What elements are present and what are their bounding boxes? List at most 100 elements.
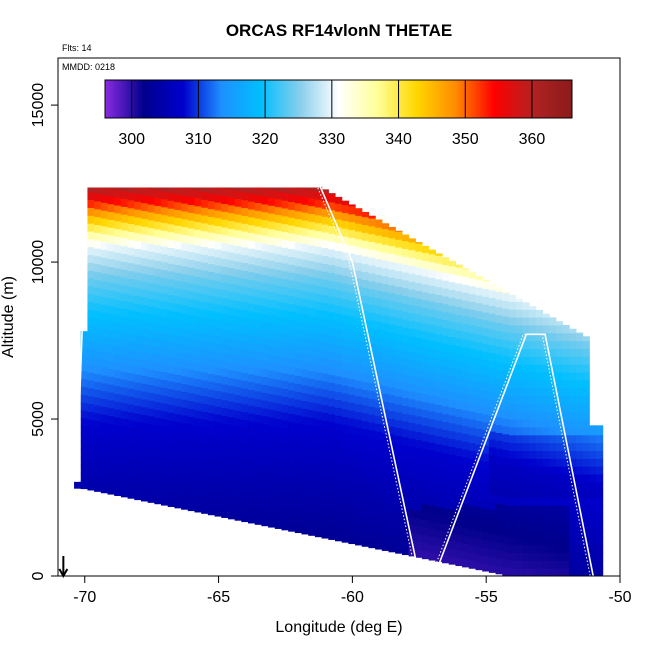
field-cell: [462, 292, 470, 301]
field-cell: [308, 362, 316, 371]
field-cell: [248, 358, 256, 367]
field-cell: [248, 318, 256, 328]
field-cell: [562, 387, 570, 397]
field-cell: [234, 237, 242, 246]
field-cell: [582, 348, 590, 357]
field-cell: [388, 261, 396, 270]
field-cell: [388, 449, 396, 459]
field-cell: [261, 266, 269, 276]
field-cell: [214, 194, 222, 203]
field-cell: [368, 257, 376, 266]
field-cell: [308, 480, 316, 489]
field-cell: [535, 521, 543, 530]
field-cell: [388, 371, 396, 380]
field-cell: [94, 475, 102, 485]
field-cell: [334, 462, 343, 471]
field-cell: [361, 247, 370, 257]
field-cell: [147, 274, 155, 284]
field-cell: [114, 236, 122, 245]
field-cell: [408, 375, 416, 384]
field-cell: [475, 287, 483, 296]
field-cell: [475, 506, 483, 516]
field-cell: [482, 555, 490, 564]
field-cell: [187, 408, 196, 417]
field-cell: [254, 225, 262, 235]
field-cell: [321, 318, 329, 327]
field-cell: [542, 450, 550, 459]
field-cell: [140, 445, 149, 455]
field-cell: [595, 497, 604, 506]
field-cell: [595, 458, 604, 467]
field-cell: [549, 332, 557, 342]
field-cell: [575, 528, 584, 538]
field-cell: [268, 244, 276, 253]
field-cell: [234, 449, 242, 458]
field-cell: [495, 330, 503, 339]
field-cell: [562, 324, 570, 334]
field-cell: [268, 448, 276, 457]
field-cell: [555, 379, 564, 389]
field-cell: [462, 268, 470, 270]
field-cell: [341, 471, 349, 480]
field-cell: [147, 360, 155, 370]
field-cell: [314, 497, 323, 506]
field-cell: [482, 484, 490, 494]
field-cell: [281, 317, 289, 327]
field-cell: [94, 349, 102, 359]
field-cell: [114, 416, 122, 426]
field-cell: [328, 225, 336, 234]
field-cell: [147, 439, 155, 448]
field-cell: [261, 509, 269, 519]
field-cell: [167, 215, 176, 225]
field-cell: [334, 375, 343, 385]
field-cell: [194, 496, 202, 505]
field-cell: [321, 428, 329, 437]
field-cell: [408, 257, 416, 267]
field-cell: [94, 436, 102, 445]
field-cell: [294, 524, 303, 534]
field-cell: [415, 494, 423, 503]
field-cell: [515, 298, 523, 302]
field-cell: [515, 395, 523, 404]
field-cell: [428, 481, 436, 490]
field-cell: [569, 544, 577, 554]
field-cell: [569, 450, 577, 459]
field-cell: [421, 495, 430, 505]
field-cell: [181, 210, 189, 220]
field-cell: [314, 426, 323, 436]
field-cell: [201, 340, 209, 350]
field-cell: [294, 501, 303, 510]
field-cell: [147, 282, 155, 291]
field-cell: [381, 338, 390, 347]
field-cell: [140, 210, 149, 219]
field-cell: [401, 256, 410, 265]
field-cell: [468, 434, 477, 444]
field-cell: [114, 314, 122, 324]
field-cell: [227, 385, 236, 394]
field-cell: [388, 386, 396, 396]
field-cell: [181, 407, 189, 416]
field-cell: [415, 439, 423, 448]
field-cell: [428, 355, 436, 365]
field-cell: [328, 413, 336, 423]
field-cell: [475, 451, 483, 461]
field-cell: [207, 232, 216, 241]
field-cell: [535, 309, 543, 318]
field-cell: [100, 233, 109, 243]
field-cell: [161, 206, 169, 216]
field-cell: [488, 478, 497, 487]
field-cell: [375, 486, 383, 495]
field-cell: [167, 451, 176, 460]
field-cell: [582, 497, 590, 506]
field-cell: [87, 442, 95, 452]
field-cell: [488, 297, 497, 307]
field-cell: [549, 473, 557, 483]
field-cell: [234, 221, 242, 231]
field-cell: [328, 335, 336, 344]
field-cell: [562, 371, 570, 381]
field-cell: [308, 425, 316, 434]
field-cell: [100, 484, 109, 494]
field-cell: [174, 429, 182, 438]
field-cell: [201, 332, 209, 342]
field-cell: [201, 356, 209, 365]
